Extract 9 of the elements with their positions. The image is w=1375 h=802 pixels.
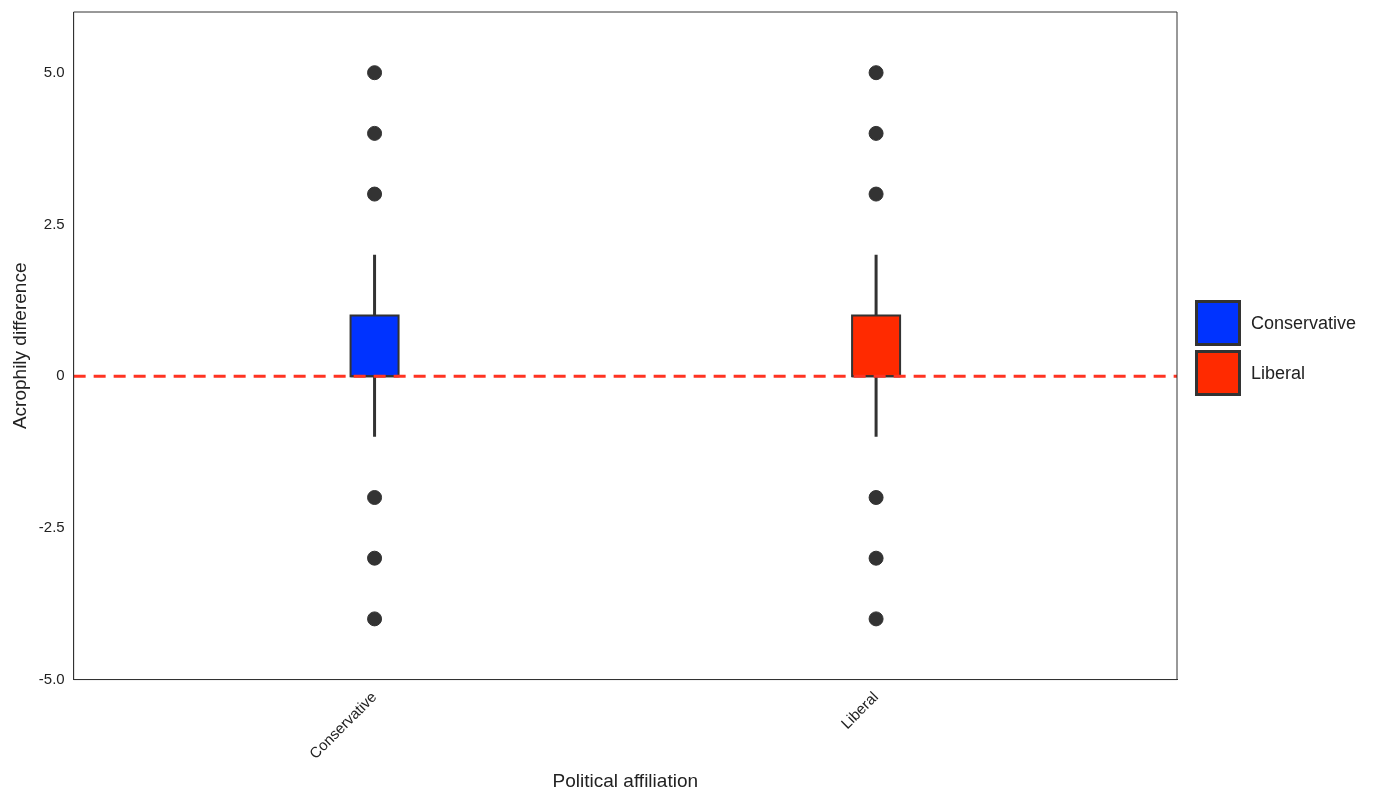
y-tick-label: 0 bbox=[56, 366, 65, 384]
y-tick-label: -2.5 bbox=[38, 517, 65, 535]
text: Conservative bbox=[1251, 312, 1357, 334]
text: Liberal bbox=[1251, 362, 1306, 384]
x-axis-title: Political affiliation bbox=[552, 769, 699, 791]
y-axis-title: Acrophily difference bbox=[8, 262, 30, 430]
y-tick-label: 2.5 bbox=[43, 214, 65, 232]
y-tick-label: -5.0 bbox=[38, 669, 65, 687]
y-tick-label: 5.0 bbox=[43, 62, 65, 80]
